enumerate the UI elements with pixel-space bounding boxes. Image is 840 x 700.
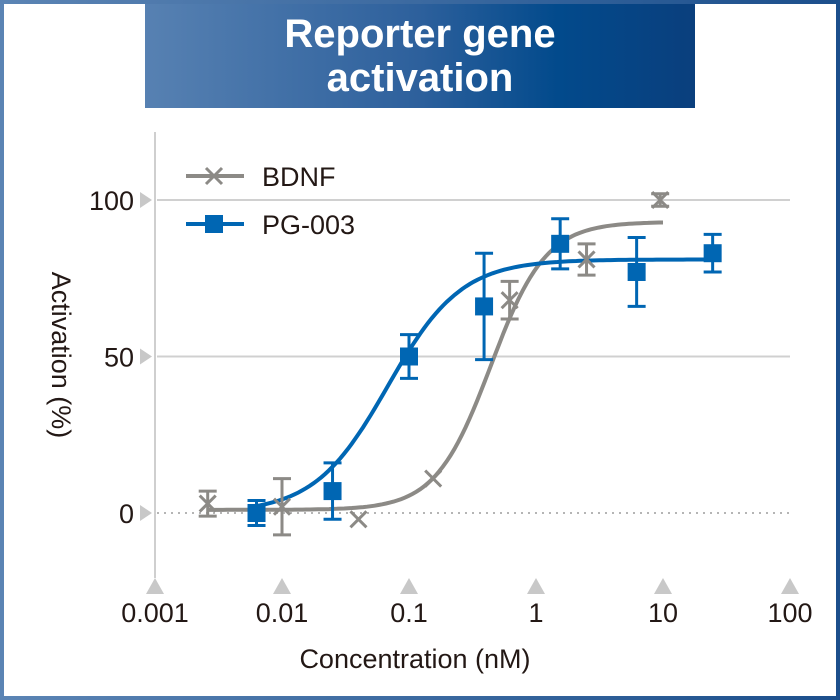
data-point-square: [475, 297, 494, 316]
y-tick-marker: [140, 505, 152, 521]
x-tick-label: 1: [528, 598, 543, 628]
data-point-square: [551, 234, 570, 253]
x-tick-marker: [146, 578, 164, 594]
legend-x-icon: [204, 166, 224, 186]
legend-label: BDNF: [262, 162, 336, 192]
data-point-square: [627, 262, 646, 281]
data-point-x: [651, 190, 670, 210]
x-tick-label: 0.01: [256, 598, 309, 628]
x-tick-marker: [273, 578, 291, 594]
data-point-square: [703, 244, 722, 263]
x-tick-marker: [400, 578, 418, 594]
y-tick-label: 100: [89, 186, 134, 216]
x-tick-marker: [781, 578, 799, 594]
data-point-square: [323, 482, 342, 501]
y-tick-marker: [140, 192, 152, 208]
x-tick-marker: [654, 578, 672, 594]
x-tick-label: 100: [767, 598, 812, 628]
data-point-x: [349, 510, 368, 529]
x-axis-label: Concentration (nM): [299, 644, 530, 674]
x-tick-label: 0.001: [121, 598, 189, 628]
chart-title-banner: Reporter gene activation: [145, 4, 695, 108]
data-point-x: [577, 250, 596, 269]
x-tick-label: 0.1: [390, 598, 428, 628]
y-axis-label: Activation (%): [46, 272, 76, 439]
chart-title: Reporter gene activation: [284, 12, 556, 100]
data-point-x: [424, 469, 443, 488]
data-point-x: [500, 291, 519, 310]
x-tick-marker: [527, 578, 545, 594]
y-tick-label: 0: [119, 499, 134, 529]
legend-square-icon: [205, 215, 223, 233]
y-tick-marker: [140, 348, 152, 365]
legend-label: PG-003: [262, 210, 355, 240]
data-point-square: [247, 504, 266, 522]
y-tick-label: 50: [104, 343, 134, 373]
x-tick-label: 10: [648, 598, 678, 628]
data-point-x: [198, 494, 217, 513]
data-point-x: [272, 497, 292, 516]
data-point-square: [400, 347, 418, 366]
